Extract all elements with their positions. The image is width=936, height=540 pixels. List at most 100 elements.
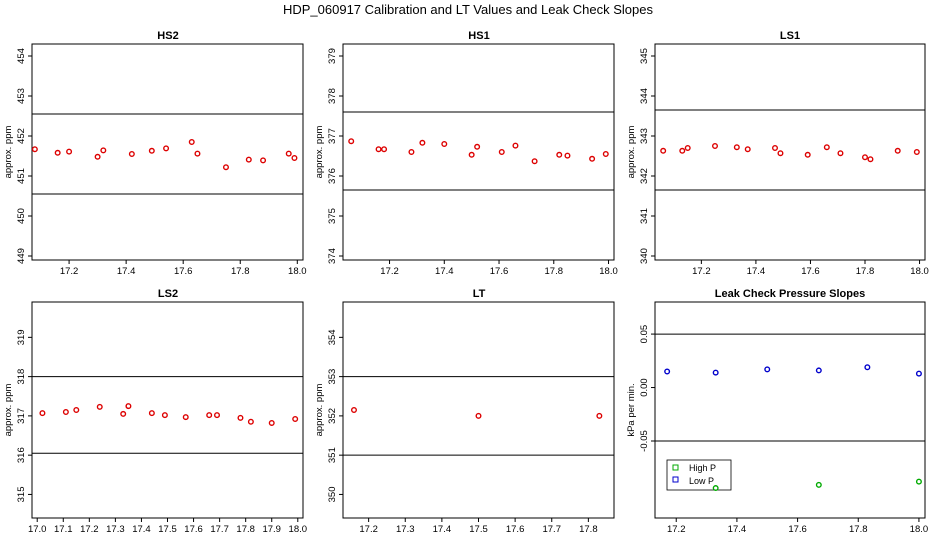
x-tick-label: 18.0 [289,524,308,535]
plot-frame [342,43,615,261]
data-point [148,410,155,417]
plot-frame [654,301,926,519]
y-tick-label: 0.05 [639,325,650,344]
data-point [894,147,901,154]
data-point [764,366,771,373]
data-point [39,410,46,417]
data-point [194,150,201,157]
data-point [475,412,482,419]
x-tick-label: 17.6 [801,266,820,277]
data-point [915,370,922,377]
y-tick-label: 318 [16,369,27,385]
y-tick-label: 344 [639,88,650,104]
x-tick-label: 17.9 [262,524,281,535]
y-tick-label: 0.00 [639,378,650,397]
x-tick-label: 17.1 [54,524,73,535]
x-tick-label: 17.8 [236,524,255,535]
y-tick-label: 451 [16,168,27,184]
data-point [468,151,475,158]
x-tick-label: 17.4 [435,266,454,277]
y-axis-label: approx. ppm [314,126,325,179]
data-point [73,407,80,414]
legend-marker-high-p [672,464,679,471]
panel-title: Leak Check Pressure Slopes [715,288,865,300]
data-point [247,418,254,425]
y-tick-label: 317 [16,408,27,424]
data-point [664,368,671,375]
x-tick-label: 18.0 [599,266,618,277]
data-point [375,146,382,153]
x-tick-label: 17.6 [506,524,525,535]
data-point [182,414,189,421]
data-point [564,152,571,159]
x-tick-label: 17.4 [433,524,452,535]
y-tick-label: 375 [327,208,338,224]
data-point [161,412,168,419]
x-tick-label: 17.6 [184,524,203,535]
data-point [245,156,252,163]
data-point [712,485,719,492]
legend: High P Low P [666,459,732,491]
y-tick-label: 315 [16,487,27,503]
data-point [867,156,874,163]
y-tick-label: 316 [16,447,27,463]
data-point [815,367,822,374]
x-tick-label: 17.2 [692,266,711,277]
data-point [596,412,603,419]
data-point [733,144,740,151]
x-tick-label: 17.7 [210,524,229,535]
x-tick-label: 17.3 [106,524,125,535]
data-point [237,414,244,421]
x-tick-label: 17.4 [747,266,766,277]
data-point [498,148,505,155]
data-point [777,150,784,157]
y-tick-label: 351 [327,447,338,463]
x-tick-label: 17.2 [359,524,378,535]
x-tick-label: 18.0 [910,266,929,277]
data-point [260,157,267,164]
data-point [62,408,69,415]
y-tick-label: 354 [327,329,338,345]
data-point [823,144,830,151]
data-point [419,139,426,146]
x-tick-label: 17.8 [231,266,250,277]
data-point [291,154,298,161]
y-tick-label: 376 [327,168,338,184]
x-tick-label: 17.2 [380,266,399,277]
data-point [684,144,691,151]
y-tick-label: 454 [16,48,27,64]
data-point [862,154,869,161]
panel-ls2: LS2 approx. ppm 17.0 17.1 17.2 17.3 17.4 17.5… [3,288,307,535]
x-tick-label: 18.0 [910,524,929,535]
data-point [512,142,519,149]
data-point [31,146,38,153]
data-point [660,147,667,154]
data-point [214,412,221,419]
x-tick-label: 17.6 [174,266,193,277]
y-tick-label: -0.05 [639,430,650,452]
y-axis-label: approx. ppm [626,126,637,179]
y-tick-label: 379 [327,48,338,64]
y-axis-label: approx. ppm [3,126,14,179]
y-tick-label: 343 [639,128,650,144]
data-point [268,419,275,426]
x-tick-label: 17.6 [788,524,807,535]
x-tick-label: 17.8 [856,266,875,277]
data-point [94,153,101,160]
panel-hs1: HS1 approx. ppm 17.2 17.4 17.6 17.8 18.0 374 3… [314,30,618,277]
x-tick-label: 17.8 [545,266,564,277]
x-tick-label: 17.2 [60,266,79,277]
data-point [679,147,686,154]
figure-title: HDP_060917 Calibration and LT Values and… [283,2,654,17]
y-tick-label: 350 [327,487,338,503]
legend-marker-low-p [672,476,679,483]
y-tick-label: 377 [327,128,338,144]
data-point [837,150,844,157]
x-tick-label: 17.8 [579,524,598,535]
panel-title: LS2 [158,288,178,300]
legend-label-low-p: Low P [689,476,714,486]
data-point [125,403,132,410]
y-tick-label: 319 [16,329,27,345]
x-tick-label: 17.5 [469,524,488,535]
